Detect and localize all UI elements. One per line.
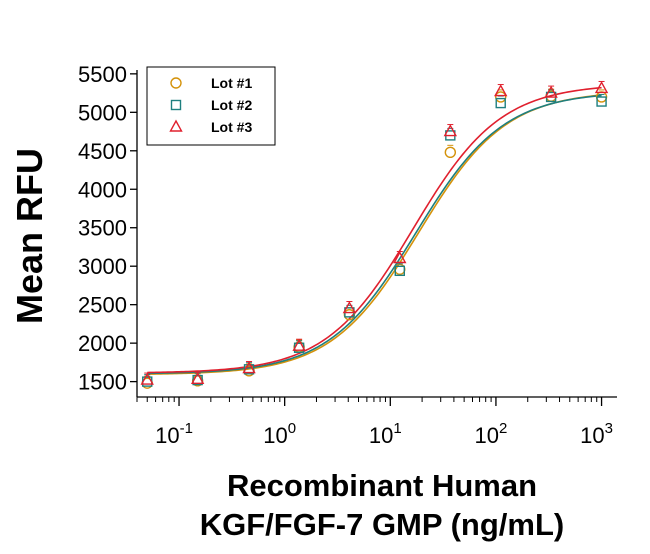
data-point-lot-1 xyxy=(495,91,507,103)
legend-marker-lot-2 xyxy=(170,99,182,111)
data-point-lot-2 xyxy=(495,97,506,109)
legend-label: Lot #2 xyxy=(211,97,252,113)
y-axis-title: Mean RFU xyxy=(9,148,50,324)
x-axis-title-line-2: KGF/FGF-7 GMP (ng/mL) xyxy=(200,507,565,542)
legend-label: Lot #1 xyxy=(211,75,252,91)
x-tick-label: 101 xyxy=(369,420,402,448)
data-point-lot-3 xyxy=(544,85,558,98)
y-tick-label: 4000 xyxy=(78,177,127,202)
fit-curves xyxy=(147,86,602,375)
data-point-lot-3 xyxy=(190,371,205,385)
y-tick-label: 5000 xyxy=(78,100,127,125)
data-points xyxy=(140,80,609,389)
data-point-lot-2 xyxy=(596,96,607,107)
legend-marker-lot-1 xyxy=(170,77,182,89)
x-axis-title-line-1: Recombinant Human xyxy=(227,468,537,503)
data-point-lot-3 xyxy=(443,124,458,137)
legend: Lot #1 Lot #2 Lot #3 xyxy=(146,66,276,146)
data-point-lot-2 xyxy=(394,265,405,277)
y-tick-label: 1500 xyxy=(78,370,127,395)
x-tick-label: 103 xyxy=(580,420,613,448)
axes: 1500 2000 2500 3000 3500 4000 4500 5000 5500 10-1… xyxy=(78,62,617,448)
data-point-lot-1 xyxy=(444,146,457,159)
y-tick-label: 5500 xyxy=(78,62,127,87)
y-tick-label: 4500 xyxy=(78,139,127,164)
x-tick-label: 100 xyxy=(263,420,296,448)
data-point-lot-3 xyxy=(342,301,357,314)
fit-curve-lot-2 xyxy=(147,94,602,375)
y-tick-label: 3500 xyxy=(78,216,127,241)
data-point-lot-3 xyxy=(140,372,154,385)
data-point-lot-3 xyxy=(494,84,508,97)
y-tick-label: 2500 xyxy=(78,293,127,318)
legend-label: Lot #3 xyxy=(211,119,252,135)
data-point-lot-3 xyxy=(594,81,609,94)
x-tick-label: 10-1 xyxy=(155,420,193,448)
y-tick-label: 3000 xyxy=(78,254,127,279)
x-tick-label: 102 xyxy=(475,420,508,448)
legend-marker-lot-3 xyxy=(169,119,183,132)
y-tick-label: 2000 xyxy=(78,331,127,356)
fit-curve-lot-3 xyxy=(147,86,602,374)
data-point-lot-3 xyxy=(292,338,306,351)
data-point-lot-3 xyxy=(242,361,256,374)
data-point-lot-3 xyxy=(393,251,407,264)
legend-box xyxy=(146,66,276,146)
